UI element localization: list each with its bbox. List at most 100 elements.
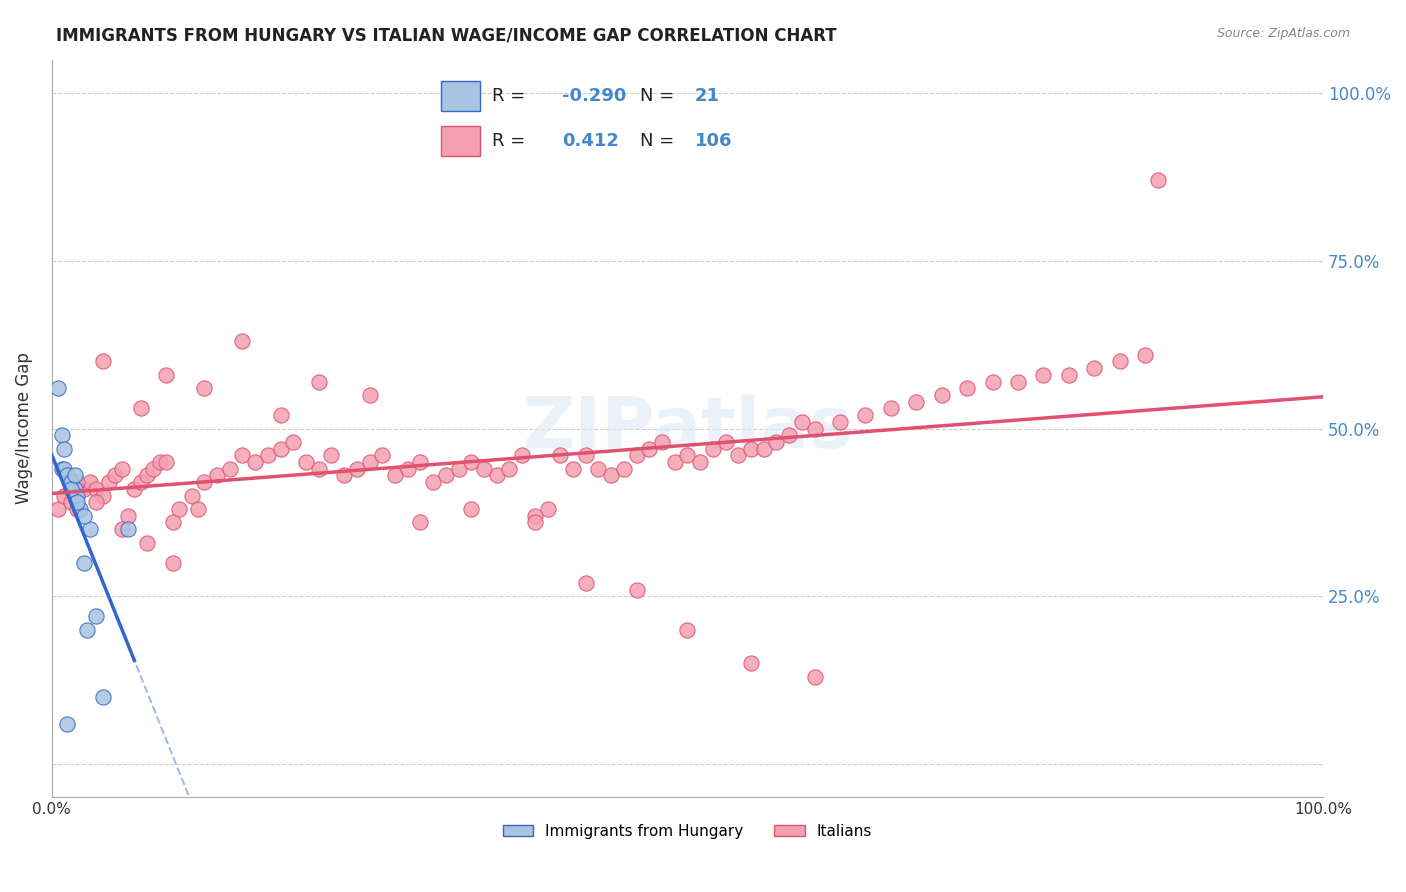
Point (187, 502, 209, 516)
Point (167, 502, 190, 516)
Point (409, 516, 432, 530)
Text: 106: 106 (695, 132, 733, 150)
Point (72, 482, 94, 496)
Point (803, 670, 825, 684)
Point (117, 522, 139, 536)
Text: Source: ZipAtlas.com: Source: ZipAtlas.com (1216, 27, 1350, 40)
Point (880, 401, 903, 416)
Point (1032, 368, 1054, 382)
Point (600, 468, 623, 483)
Point (714, 434, 737, 449)
Point (79, 522, 101, 536)
Point (981, 375, 1004, 389)
Text: 21: 21 (695, 87, 720, 104)
Point (752, 442, 775, 456)
Point (66, 495, 89, 509)
Point (205, 468, 228, 483)
Point (727, 448, 749, 462)
Point (72, 508, 94, 523)
Point (162, 556, 184, 570)
Point (59, 495, 82, 509)
Point (765, 434, 787, 449)
Point (162, 516, 184, 530)
Point (63, 468, 86, 483)
Point (79, 475, 101, 490)
Point (434, 468, 457, 483)
Point (790, 415, 813, 429)
Point (91, 690, 114, 704)
Point (498, 462, 520, 476)
Point (231, 334, 253, 349)
Point (76, 623, 98, 637)
Point (231, 448, 253, 462)
Point (536, 502, 558, 516)
Point (270, 408, 292, 422)
Point (104, 468, 127, 483)
Text: ZIPatlas: ZIPatlas (523, 394, 852, 463)
Point (111, 522, 134, 536)
Point (740, 442, 762, 456)
Point (855, 408, 877, 422)
Point (69, 502, 91, 516)
Point (384, 468, 406, 483)
Point (676, 623, 699, 637)
Point (346, 462, 368, 476)
Point (1133, 348, 1156, 362)
Point (218, 462, 240, 476)
Point (472, 462, 495, 476)
Point (638, 442, 661, 456)
Text: R =: R = (492, 87, 531, 104)
Point (588, 462, 610, 476)
Point (359, 455, 381, 469)
Point (651, 434, 673, 449)
Point (956, 381, 979, 395)
Text: IMMIGRANTS FROM HUNGARY VS ITALIAN WAGE/INCOME GAP CORRELATION CHART: IMMIGRANTS FROM HUNGARY VS ITALIAN WAGE/… (56, 27, 837, 45)
Point (257, 448, 280, 462)
Point (550, 448, 572, 462)
Point (664, 455, 686, 469)
Point (485, 468, 508, 483)
Point (149, 455, 172, 469)
Point (308, 375, 330, 389)
Point (613, 462, 636, 476)
Point (136, 468, 159, 483)
Point (66, 475, 89, 490)
Text: -0.290: -0.290 (562, 87, 626, 104)
Point (46, 502, 69, 516)
Point (129, 401, 152, 416)
Point (409, 455, 432, 469)
Point (689, 455, 711, 469)
Point (308, 462, 330, 476)
Point (460, 502, 482, 516)
Point (84, 482, 107, 496)
Point (740, 657, 762, 671)
Text: N =: N = (641, 87, 681, 104)
Point (1007, 375, 1029, 389)
Point (180, 489, 202, 503)
Point (51, 428, 73, 442)
Point (155, 455, 177, 469)
Point (575, 575, 598, 590)
Point (72, 556, 94, 570)
Point (46, 381, 69, 395)
Point (460, 455, 482, 469)
Point (333, 468, 356, 483)
Point (562, 462, 585, 476)
Point (359, 388, 381, 402)
Point (931, 388, 953, 402)
Point (447, 462, 470, 476)
Point (117, 508, 139, 523)
Point (193, 381, 215, 395)
Point (1057, 368, 1080, 382)
Point (295, 455, 318, 469)
Point (396, 462, 419, 476)
Point (1108, 354, 1130, 368)
Point (155, 368, 177, 382)
Point (523, 508, 546, 523)
Point (422, 475, 444, 490)
Point (575, 448, 598, 462)
Point (905, 394, 928, 409)
Point (59, 475, 82, 490)
Point (523, 516, 546, 530)
Point (91, 489, 114, 503)
